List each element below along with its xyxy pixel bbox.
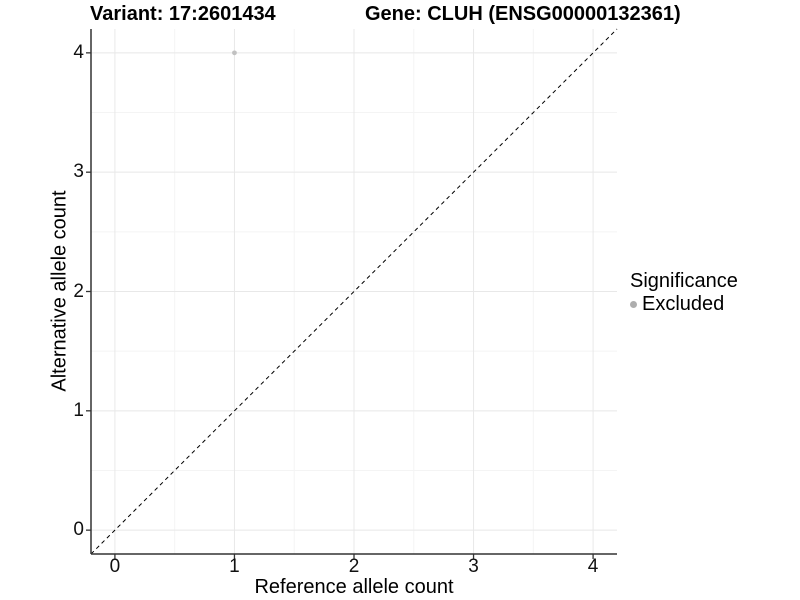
x-tick-label: 2 [348,556,360,577]
identity-reference-line [90,28,618,555]
x-axis-title: Reference allele count [254,576,454,598]
x-tick-label: 4 [587,556,599,577]
y-tick-label: 3 [73,161,84,183]
legend-item-excluded: Excluded [630,294,738,315]
x-tick-label: 0 [109,556,121,577]
y-tick-label: 2 [73,280,84,302]
plot-panel [86,28,618,559]
x-tick-label: 3 [468,556,479,577]
plot-title-variant: Variant: 17:2601434 [90,3,276,25]
y-tick-label: 1 [73,399,84,421]
legend: Significance Excluded [630,271,738,315]
x-tick-label: 1 [229,556,240,577]
plot-canvas [86,28,618,559]
data-point [232,50,237,56]
legend-point-swatch [630,301,637,308]
plot-title-gene: Gene: CLUH (ENSG00000132361) [365,3,681,25]
y-tick-label: 0 [73,519,84,541]
legend-item-label: Excluded [642,293,725,315]
y-tick-label: 4 [73,41,84,63]
legend-title: Significance [630,270,738,292]
